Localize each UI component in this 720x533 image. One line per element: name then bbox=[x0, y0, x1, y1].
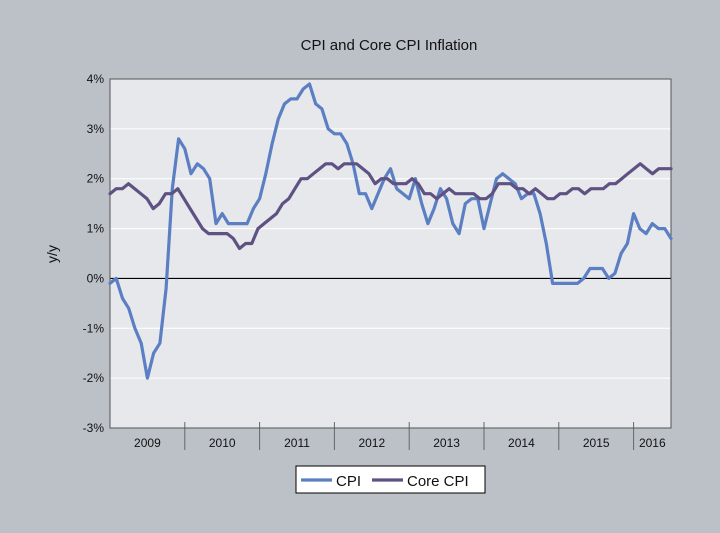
series-line-cpi bbox=[108, 82, 673, 380]
y-axis-ticks: -3% -2% -1% 0% 1% 2% 3% 4% bbox=[83, 72, 105, 435]
x-tick-label: 2010 bbox=[209, 436, 236, 450]
x-tick-label: 2015 bbox=[583, 436, 610, 450]
year-separators bbox=[184, 422, 635, 450]
x-tick-label: 2012 bbox=[358, 436, 385, 450]
y-tick-label: -1% bbox=[83, 321, 105, 335]
y-tick-label: 4% bbox=[87, 72, 105, 86]
y-tick-label: 1% bbox=[87, 222, 105, 236]
y-tick-label: 2% bbox=[87, 172, 105, 186]
x-tick-label: 2009 bbox=[134, 436, 161, 450]
x-tick-label: 2013 bbox=[433, 436, 460, 450]
y-tick-label: -3% bbox=[83, 421, 105, 435]
legend-label: CPI bbox=[336, 473, 361, 490]
plot-area bbox=[110, 79, 671, 428]
y-tick-label: 3% bbox=[87, 122, 105, 136]
y-tick-label: 0% bbox=[87, 271, 105, 285]
x-axis-ticks: 2009 2010 2011 2012 2013 2014 2015 2016 bbox=[134, 436, 666, 450]
plot-border bbox=[109, 78, 672, 429]
series-line-core-cpi bbox=[108, 162, 673, 251]
x-tick-label: 2016 bbox=[639, 436, 666, 450]
legend: CPI Core CPI bbox=[295, 465, 486, 494]
y-tick-label: -2% bbox=[83, 371, 105, 385]
x-tick-label: 2014 bbox=[508, 436, 535, 450]
x-tick-label: 2011 bbox=[284, 436, 310, 450]
series-layer bbox=[108, 82, 673, 380]
chart-title: CPI and Core CPI Inflation bbox=[301, 37, 478, 54]
legend-label: Core CPI bbox=[407, 473, 469, 490]
y-axis-label: y/y bbox=[44, 245, 60, 263]
